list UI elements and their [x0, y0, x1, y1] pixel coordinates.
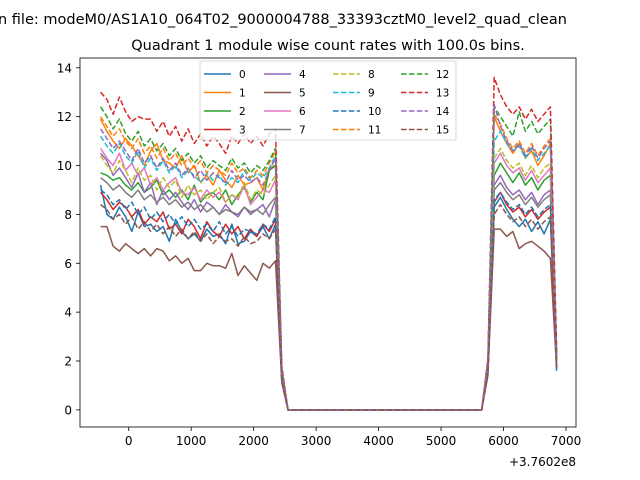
x-tick-label-3: 3000 [301, 434, 332, 448]
legend-label-12: 12 [436, 69, 449, 81]
series-layer [99, 76, 558, 411]
y-tick-label-3: 6 [64, 257, 72, 271]
chart-title: Quadrant 1 module wise count rates with … [131, 38, 525, 54]
y-axis: 0 2 4 6 8 10 12 14 [57, 61, 80, 417]
legend-label-3: 3 [239, 125, 246, 137]
legend-label-1: 1 [239, 88, 246, 100]
legend-label-11: 11 [368, 125, 381, 137]
series-line-15 [100, 203, 558, 411]
legend-label-15: 15 [436, 125, 449, 137]
x-tick-label-2: 2000 [238, 434, 269, 448]
y-tick-label-1: 2 [64, 355, 72, 369]
legend-label-8: 8 [368, 69, 375, 81]
x-tick-label-0: 0 [125, 434, 133, 448]
y-tick-label-5: 10 [57, 159, 72, 173]
legend-label-14: 14 [436, 106, 450, 118]
legend-label-13: 13 [436, 88, 449, 100]
legend-frame [199, 60, 457, 141]
legend-label-9: 9 [368, 88, 375, 100]
x-tick-label-5: 5000 [426, 434, 457, 448]
legend-label-0: 0 [239, 69, 246, 81]
legend-label-6: 6 [299, 106, 306, 118]
y-tick-label-2: 4 [64, 306, 72, 320]
y-tick-label-6: 12 [57, 110, 72, 124]
x-axis-offset-label: +3.7602e8 [509, 455, 576, 469]
x-tick-label-4: 4000 [363, 434, 394, 448]
x-axis: 0 1000 2000 3000 4000 5000 6000 7000 [125, 427, 581, 448]
legend-label-7: 7 [299, 125, 306, 137]
legend-label-10: 10 [368, 106, 381, 118]
legend-label-4: 4 [299, 69, 306, 81]
legend-label-2: 2 [239, 106, 246, 118]
y-tick-label-7: 14 [57, 61, 72, 75]
figure-suptitle: n file: modeM0/AS1A10_064T02_9000004788_… [0, 12, 567, 28]
legend-label-5: 5 [299, 88, 306, 100]
x-tick-label-1: 1000 [176, 434, 207, 448]
axes-frame [79, 57, 577, 428]
y-tick-label-0: 0 [64, 403, 72, 417]
x-tick-label-6: 6000 [488, 434, 519, 448]
y-tick-label-4: 8 [64, 208, 72, 222]
x-tick-label-7: 7000 [551, 434, 582, 448]
plot-area [79, 57, 577, 428]
